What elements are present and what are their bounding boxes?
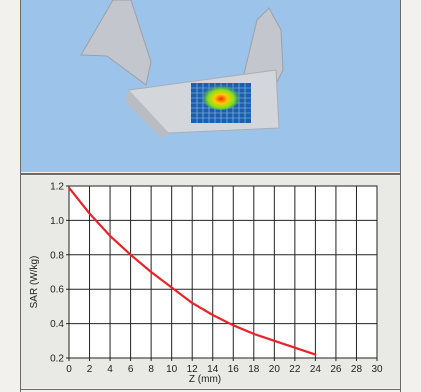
data-point: [88, 212, 91, 215]
y-tick-label: 1.2: [50, 182, 64, 193]
frame-right-border: [400, 0, 401, 392]
x-tick-label: 20: [269, 364, 281, 375]
data-point: [211, 314, 214, 316]
x-tick-label: 14: [207, 364, 219, 375]
data-point: [314, 353, 317, 356]
x-tick-label: 28: [351, 364, 363, 375]
x-axis-label: Z (mm): [189, 374, 221, 385]
x-tick-label: 18: [248, 364, 260, 375]
sar-vs-z-chart: 0 2 4 6 8 10 12 14 16 18 20 22 24 26 28 30 0.20.40.60.8…: [29, 182, 383, 386]
plot-frame: [68, 185, 378, 359]
frame-bottom-border: [20, 389, 401, 390]
data-point: [150, 271, 153, 273]
frame-left-border: [20, 0, 21, 392]
sar-phantom-3d-view: [21, 0, 400, 172]
data-point: [293, 346, 296, 349]
data-point: [273, 339, 276, 342]
data-point: [170, 286, 173, 289]
x-tick-label: 12: [187, 364, 199, 375]
data-point: [252, 332, 255, 335]
x-tick-label: 0: [66, 364, 72, 375]
frame-divider: [20, 173, 401, 175]
scan-3d-view: [21, 0, 400, 172]
data-point: [129, 253, 132, 256]
x-tick-label: 4: [107, 364, 113, 375]
data-point: [68, 186, 70, 189]
y-tick-labels: 0.2 0.4 0.6 0.8 1.0 1.2: [50, 182, 64, 365]
grid-lines: [66, 185, 378, 361]
x-tick-label: 26: [330, 364, 342, 375]
measurement-grid: [191, 82, 251, 123]
y-tick-label: 0.2: [50, 354, 64, 365]
data-point: [191, 301, 194, 304]
y-tick-label: 0.4: [50, 319, 64, 330]
x-tick-label: 10: [166, 364, 178, 375]
x-tick-label: 30: [371, 364, 383, 375]
y-tick-label: 1.0: [50, 216, 64, 227]
x-tick-label: 24: [310, 364, 322, 375]
phantom-left-slope: [125, 90, 169, 138]
phantom-left-wall: [80, 0, 152, 86]
y-tick-label: 0.6: [50, 285, 64, 296]
data-point: [109, 234, 112, 237]
data-point: [232, 324, 235, 327]
y-tick-label: 0.8: [50, 250, 64, 261]
x-tick-label: 6: [128, 364, 134, 375]
series-layer: [68, 186, 317, 356]
x-tick-label: 16: [228, 364, 240, 375]
x-tick-label: 8: [148, 364, 154, 375]
plot-area: [69, 186, 377, 358]
sar-chart-panel: 0 2 4 6 8 10 12 14 16 18 20 22 24 26 28 30 0.2 0.4 0.6 0.8…: [21, 176, 400, 388]
y-axis-label: SAR (W/kg): [29, 256, 40, 309]
x-tick-labels: 0 2 4 6 8 10 12 14 16 18 20 22 24 26 28 30: [66, 364, 383, 375]
x-tick-label: 22: [289, 364, 301, 375]
x-tick-label: 2: [87, 364, 93, 375]
